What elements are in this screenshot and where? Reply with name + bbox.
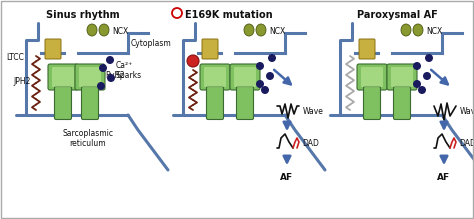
Circle shape bbox=[418, 86, 426, 94]
FancyBboxPatch shape bbox=[75, 64, 105, 90]
Circle shape bbox=[425, 54, 433, 62]
FancyBboxPatch shape bbox=[387, 64, 417, 90]
Ellipse shape bbox=[256, 24, 266, 36]
FancyBboxPatch shape bbox=[391, 67, 413, 87]
FancyBboxPatch shape bbox=[55, 87, 72, 120]
Text: JPH2: JPH2 bbox=[13, 77, 30, 86]
FancyBboxPatch shape bbox=[207, 87, 224, 120]
Circle shape bbox=[97, 82, 105, 90]
FancyBboxPatch shape bbox=[361, 67, 383, 87]
Text: Sinus rhythm: Sinus rhythm bbox=[46, 10, 120, 20]
Circle shape bbox=[99, 64, 107, 72]
FancyBboxPatch shape bbox=[204, 67, 226, 87]
Text: Wave: Wave bbox=[303, 106, 324, 115]
Text: DAD: DAD bbox=[302, 138, 319, 148]
Text: Cytoplasm: Cytoplasm bbox=[131, 39, 172, 48]
Text: E169K mutation: E169K mutation bbox=[185, 10, 273, 20]
Text: Wave: Wave bbox=[460, 106, 474, 115]
FancyBboxPatch shape bbox=[82, 87, 99, 120]
Text: reticulum: reticulum bbox=[70, 138, 106, 148]
Circle shape bbox=[107, 74, 115, 82]
Circle shape bbox=[413, 62, 421, 70]
FancyBboxPatch shape bbox=[45, 39, 61, 59]
Circle shape bbox=[106, 56, 114, 64]
FancyBboxPatch shape bbox=[200, 64, 230, 90]
Circle shape bbox=[261, 86, 269, 94]
Text: AF: AF bbox=[281, 173, 293, 182]
FancyBboxPatch shape bbox=[359, 39, 375, 59]
FancyBboxPatch shape bbox=[230, 64, 260, 90]
Circle shape bbox=[187, 55, 199, 67]
Circle shape bbox=[423, 72, 431, 80]
Ellipse shape bbox=[413, 24, 423, 36]
Text: DAD: DAD bbox=[459, 138, 474, 148]
Circle shape bbox=[172, 8, 182, 18]
FancyBboxPatch shape bbox=[393, 87, 410, 120]
Circle shape bbox=[268, 54, 276, 62]
FancyBboxPatch shape bbox=[364, 87, 381, 120]
Text: NCX: NCX bbox=[269, 28, 285, 37]
Ellipse shape bbox=[401, 24, 411, 36]
FancyBboxPatch shape bbox=[52, 67, 74, 87]
Text: AF: AF bbox=[438, 173, 451, 182]
Text: Ca²⁺: Ca²⁺ bbox=[116, 62, 133, 71]
Ellipse shape bbox=[99, 24, 109, 36]
FancyBboxPatch shape bbox=[357, 64, 387, 90]
FancyBboxPatch shape bbox=[234, 67, 256, 87]
Text: Sparks: Sparks bbox=[116, 71, 142, 81]
Circle shape bbox=[256, 80, 264, 88]
Text: Paroxysmal AF: Paroxysmal AF bbox=[356, 10, 438, 20]
Text: RyR2: RyR2 bbox=[105, 71, 125, 81]
Ellipse shape bbox=[87, 24, 97, 36]
Text: Sarcoplasmic: Sarcoplasmic bbox=[63, 129, 113, 138]
Text: LTCC: LTCC bbox=[6, 53, 24, 62]
Text: NCX: NCX bbox=[426, 28, 442, 37]
Circle shape bbox=[266, 72, 274, 80]
FancyBboxPatch shape bbox=[202, 39, 218, 59]
Ellipse shape bbox=[244, 24, 254, 36]
FancyBboxPatch shape bbox=[48, 64, 78, 90]
Text: NCX: NCX bbox=[112, 28, 128, 37]
Circle shape bbox=[256, 62, 264, 70]
FancyBboxPatch shape bbox=[79, 67, 101, 87]
Circle shape bbox=[413, 80, 421, 88]
FancyBboxPatch shape bbox=[237, 87, 254, 120]
